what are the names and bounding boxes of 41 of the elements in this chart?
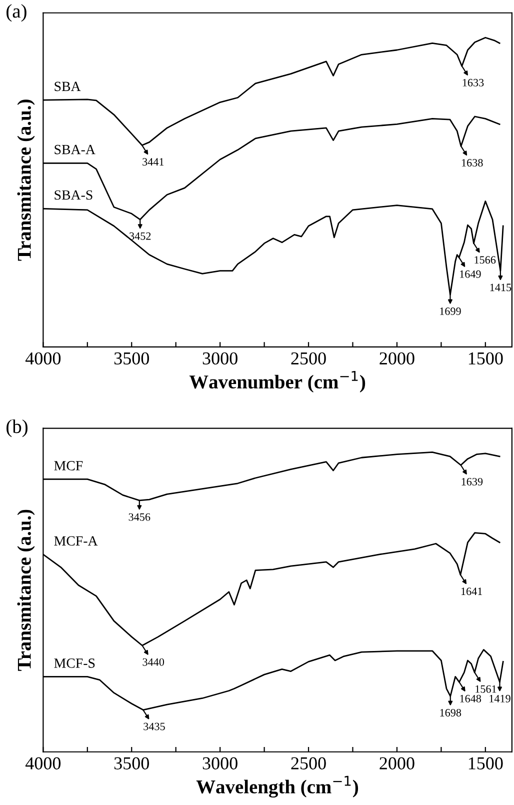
x-tick-label: 3000 xyxy=(202,757,238,770)
series-label: SBA-S xyxy=(54,190,92,200)
annotation: 1641 xyxy=(461,588,482,596)
x-tick-label: 2500 xyxy=(291,352,326,365)
series-label: SBA-A xyxy=(54,144,96,154)
x-tick-label: 3000 xyxy=(202,352,238,365)
y-axis-title: Transmitance (a.u.) xyxy=(17,510,35,671)
series-label: SBA xyxy=(54,82,81,92)
annotation: 3441 xyxy=(142,158,164,166)
annotation: 1561 xyxy=(476,685,496,693)
annotation: 1415 xyxy=(490,284,512,292)
annotation: 3435 xyxy=(144,722,165,730)
x-axis-title: Wavenumber (cm$^{−1}$) xyxy=(189,370,366,392)
annotation: 1419 xyxy=(490,694,510,702)
annotation: 1639 xyxy=(462,478,483,486)
annotation: 1633 xyxy=(462,78,484,86)
x-tick-label: 3500 xyxy=(114,352,149,365)
annotation: 1648 xyxy=(460,694,482,702)
x-tick-label: 1500 xyxy=(468,352,503,365)
y-axis-title: Transmitance (a.u.) xyxy=(17,100,35,261)
x-tick-label: 4000 xyxy=(25,757,61,770)
chart-title: (b) xyxy=(6,419,28,438)
x-tick-label: 2000 xyxy=(380,352,414,365)
chart-title: (a) xyxy=(6,4,26,22)
series-label: MCF xyxy=(54,461,83,470)
annotation: 3456 xyxy=(128,513,150,521)
x-tick-label: 2500 xyxy=(291,757,326,770)
annotation: 1649 xyxy=(460,270,481,278)
x-tick-label: 1500 xyxy=(468,757,503,770)
x-tick-label: 3500 xyxy=(114,757,149,770)
annotation: 1638 xyxy=(462,159,483,167)
series-label: MCF-S xyxy=(54,658,95,668)
annotation: 3452 xyxy=(130,232,151,240)
annotation: 1699 xyxy=(440,308,461,315)
x-axis-title: Wavelength (cm$^{−1}$) xyxy=(196,776,358,798)
series-label: MCF-A xyxy=(54,536,98,546)
x-tick-label: 2000 xyxy=(380,757,414,770)
annotation: 3440 xyxy=(142,658,164,666)
x-tick-label: 4000 xyxy=(25,352,61,365)
annotation: 1698 xyxy=(440,708,462,716)
annotation: 1566 xyxy=(474,256,496,264)
